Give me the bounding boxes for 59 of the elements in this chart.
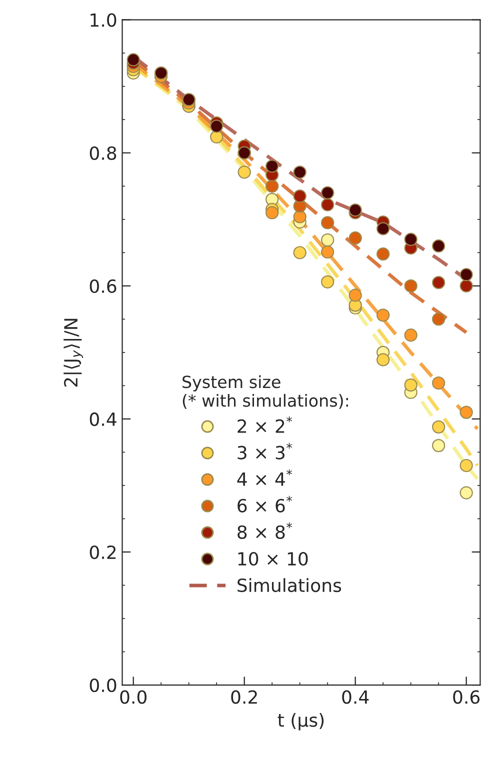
point (266, 160, 279, 173)
point (376, 353, 390, 366)
y-tick-label: 0.2 (90, 545, 116, 560)
point (321, 233, 334, 247)
x-tick-label: 0.4 (342, 690, 369, 704)
legend-label: 6 × 6$^{*}$ (238, 496, 292, 512)
legend-label: 8 × 8$^{*}$ (238, 522, 292, 539)
legend-label: 2 × 2$^{*}$ (238, 416, 292, 433)
point (376, 222, 390, 236)
point (321, 216, 334, 230)
legend-label: 4 × 4$^{*}$ (237, 469, 292, 486)
point (266, 206, 279, 220)
point (376, 308, 390, 322)
point (348, 204, 362, 217)
point (321, 245, 334, 259)
point (432, 239, 446, 253)
y-tick-label: 0.8 (90, 146, 116, 160)
point (293, 246, 306, 260)
point (432, 376, 446, 390)
point (210, 130, 224, 144)
point (460, 486, 473, 500)
point (293, 210, 306, 224)
point (404, 232, 418, 246)
point (432, 438, 446, 452)
point (266, 180, 279, 193)
point (321, 198, 334, 212)
point (460, 458, 473, 472)
point (432, 312, 446, 326)
point (238, 166, 251, 179)
point (293, 166, 306, 179)
point (432, 276, 446, 290)
legend-title: System size (* with simulations): (182, 375, 348, 409)
point (348, 231, 362, 245)
point (432, 420, 446, 434)
x-tick-label: 0.6 (453, 690, 480, 704)
x-tick-label: 0.0 (120, 690, 147, 704)
point (348, 288, 362, 302)
y-tick-label: 0.0 (90, 678, 116, 692)
point (376, 247, 390, 261)
point (321, 275, 334, 288)
point (321, 186, 334, 200)
legend-label: 10 × 10 (238, 552, 308, 566)
y-axis-title: 2|⟨J$_{y}$⟩|/N (64, 318, 84, 387)
point (404, 378, 418, 392)
point (210, 120, 224, 133)
legend-label: Simulations (238, 578, 342, 592)
point (460, 279, 473, 292)
point (404, 328, 418, 342)
x-axis-title: t (μs) (278, 712, 324, 730)
y-tick-label: 1.0 (90, 13, 116, 27)
point (404, 279, 418, 292)
point (460, 268, 473, 282)
y-tick-label: 0.6 (90, 279, 116, 294)
point (460, 406, 473, 419)
y-tick-label: 0.4 (90, 412, 116, 426)
point (293, 190, 306, 203)
point (126, 53, 140, 66)
x-tick-label: 0.2 (231, 690, 257, 704)
legend-label: 3 × 3$^{*}$ (238, 442, 292, 460)
